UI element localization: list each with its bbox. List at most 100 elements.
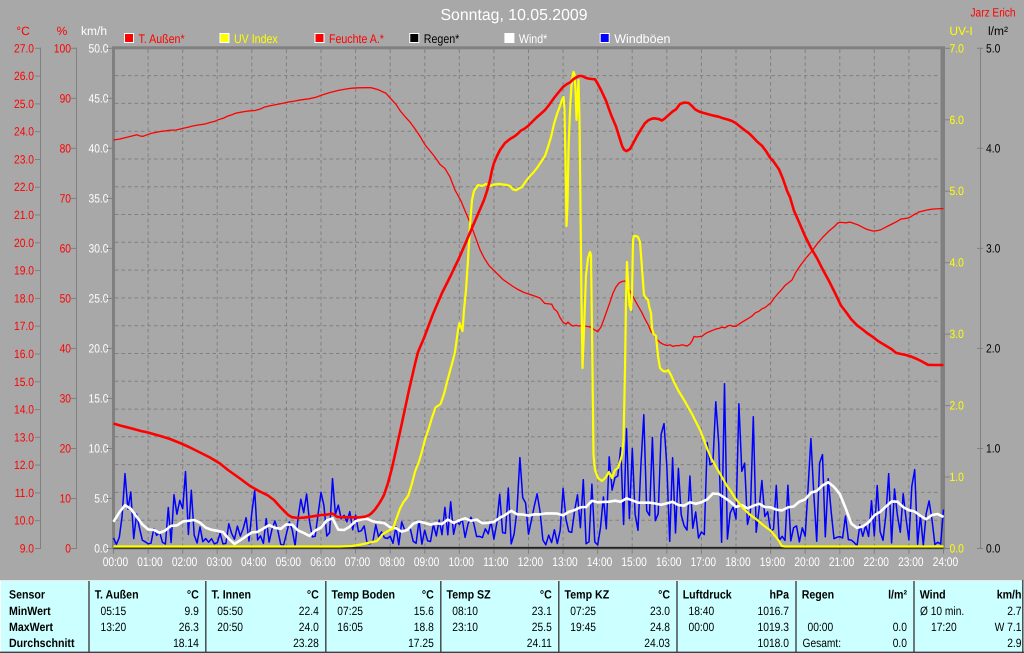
- svg-text:1018.0: 1018.0: [758, 636, 790, 650]
- svg-text:17:00: 17:00: [691, 555, 716, 569]
- svg-text:°C: °C: [658, 588, 670, 602]
- svg-text:0.0: 0.0: [893, 636, 908, 650]
- svg-text:Jarz Erich: Jarz Erich: [971, 6, 1016, 20]
- svg-text:26.0: 26.0: [14, 69, 34, 83]
- svg-text:2.7: 2.7: [1007, 604, 1022, 618]
- svg-text:25.0: 25.0: [14, 97, 34, 111]
- svg-text:30: 30: [60, 391, 72, 405]
- svg-text:9.9: 9.9: [185, 604, 200, 618]
- svg-text:23.1: 23.1: [532, 604, 552, 618]
- svg-text:Sonntag, 10.05.2009: Sonntag, 10.05.2009: [441, 7, 588, 24]
- svg-text:16:00: 16:00: [656, 555, 681, 569]
- svg-text:11.0: 11.0: [15, 486, 35, 500]
- svg-text:23:10: 23:10: [452, 620, 478, 634]
- svg-text:20:50: 20:50: [217, 620, 243, 634]
- svg-text:2.0: 2.0: [986, 341, 1001, 355]
- svg-text:18:40: 18:40: [689, 604, 715, 618]
- svg-text:26.3: 26.3: [179, 620, 199, 634]
- svg-text:13.0: 13.0: [14, 430, 34, 444]
- svg-text:11:00: 11:00: [483, 555, 508, 569]
- svg-text:Wind*: Wind*: [519, 32, 548, 46]
- svg-text:19.0: 19.0: [14, 264, 34, 278]
- svg-text:25.0: 25.0: [89, 291, 109, 305]
- svg-text:07:00: 07:00: [345, 555, 370, 569]
- svg-text:15.0: 15.0: [14, 375, 34, 389]
- svg-text:°C: °C: [307, 588, 319, 602]
- svg-text:Wind: Wind: [920, 588, 946, 602]
- svg-text:hPa: hPa: [770, 588, 790, 602]
- svg-text:Regen: Regen: [802, 588, 835, 602]
- svg-text:100: 100: [54, 41, 71, 55]
- svg-text:15:00: 15:00: [621, 555, 646, 569]
- svg-text:14.0: 14.0: [14, 403, 34, 417]
- svg-text:22.4: 22.4: [299, 604, 319, 618]
- svg-text:16.0: 16.0: [14, 347, 34, 361]
- svg-text:02:00: 02:00: [172, 555, 197, 569]
- svg-text:4.0: 4.0: [986, 141, 1001, 155]
- svg-text:°C: °C: [540, 588, 552, 602]
- svg-text:5.0: 5.0: [986, 41, 1001, 55]
- svg-text:00:00: 00:00: [103, 555, 128, 569]
- svg-text:20.0: 20.0: [14, 236, 34, 250]
- svg-text:T. Außen*: T. Außen*: [139, 32, 185, 46]
- svg-text:17.25: 17.25: [408, 636, 434, 650]
- svg-text:01:00: 01:00: [137, 555, 162, 569]
- svg-text:9.0: 9.0: [20, 542, 35, 556]
- svg-text:19:45: 19:45: [570, 620, 596, 634]
- svg-text:09:00: 09:00: [414, 555, 439, 569]
- svg-text:45.0: 45.0: [89, 91, 109, 105]
- svg-text:l/m²: l/m²: [888, 588, 907, 602]
- svg-text:00:00: 00:00: [689, 620, 715, 634]
- svg-text:6.0: 6.0: [950, 113, 965, 127]
- svg-text:UV-I: UV-I: [949, 24, 972, 38]
- svg-text:40: 40: [60, 341, 72, 355]
- svg-text:14:00: 14:00: [587, 555, 612, 569]
- svg-text:MinWert: MinWert: [9, 604, 51, 618]
- svg-text:3.0: 3.0: [950, 327, 965, 341]
- svg-text:23.28: 23.28: [293, 636, 319, 650]
- svg-text:27.0: 27.0: [14, 41, 34, 55]
- svg-text:60: 60: [60, 241, 72, 255]
- svg-text:10.0: 10.0: [89, 442, 109, 456]
- svg-text:12.0: 12.0: [14, 458, 34, 472]
- svg-text:07:25: 07:25: [570, 604, 596, 618]
- svg-text:12:00: 12:00: [518, 555, 543, 569]
- svg-text:22.0: 22.0: [14, 180, 34, 194]
- svg-text:15.6: 15.6: [414, 604, 434, 618]
- svg-text:24.0: 24.0: [14, 125, 34, 139]
- svg-text:30.0: 30.0: [89, 241, 109, 255]
- svg-text:0.0: 0.0: [986, 542, 1001, 556]
- svg-text:18.8: 18.8: [414, 620, 434, 634]
- svg-text:07:25: 07:25: [337, 604, 363, 618]
- svg-text:03:00: 03:00: [207, 555, 232, 569]
- svg-text:24:00: 24:00: [933, 555, 958, 569]
- svg-text:23.0: 23.0: [650, 604, 670, 618]
- svg-text:5.0: 5.0: [94, 492, 109, 506]
- svg-text:Regen*: Regen*: [424, 32, 460, 46]
- svg-text:24.03: 24.03: [644, 636, 670, 650]
- svg-text:Sensor: Sensor: [9, 588, 45, 602]
- svg-text:0.0: 0.0: [94, 542, 109, 556]
- svg-text:3.0: 3.0: [986, 241, 1001, 255]
- svg-text:20:00: 20:00: [794, 555, 819, 569]
- svg-text:15.0: 15.0: [89, 391, 109, 405]
- svg-text:Durchschnitt: Durchschnitt: [9, 636, 75, 650]
- svg-text:Luftdruck: Luftdruck: [683, 588, 732, 602]
- svg-text:50.0: 50.0: [89, 41, 109, 55]
- svg-text:17.0: 17.0: [14, 319, 34, 333]
- svg-text:05:50: 05:50: [217, 604, 243, 618]
- svg-text:5.0: 5.0: [950, 184, 965, 198]
- svg-text:2.9: 2.9: [1007, 636, 1022, 650]
- svg-text:W 7.1: W 7.1: [995, 620, 1022, 634]
- svg-text:18.0: 18.0: [14, 291, 34, 305]
- svg-text:10: 10: [60, 492, 72, 506]
- svg-text:10.0: 10.0: [14, 514, 34, 528]
- svg-text:50: 50: [60, 291, 72, 305]
- svg-text:24.0: 24.0: [299, 620, 319, 634]
- svg-text:Ø 10 min.: Ø 10 min.: [920, 604, 964, 618]
- svg-text:40.0: 40.0: [89, 141, 109, 155]
- svg-text:90: 90: [60, 91, 72, 105]
- svg-text:2.0: 2.0: [950, 399, 965, 413]
- svg-text:°C: °C: [16, 24, 30, 38]
- svg-text:24.11: 24.11: [527, 636, 552, 650]
